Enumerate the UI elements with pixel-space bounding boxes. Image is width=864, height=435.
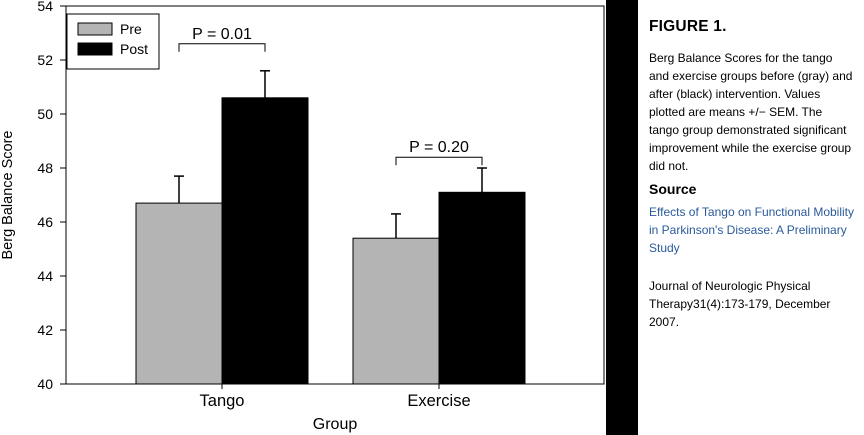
bar-pre-exercise [352,237,440,385]
y-tick-label: 54 [37,0,53,14]
chart-area: 40 42 44 46 48 50 52 54 Berg Balance Score Group T… [0,0,606,435]
bar-post-tango [221,97,309,385]
y-tick-label: 50 [37,106,53,122]
y-tick-label: 42 [37,322,53,338]
y-tick-label: 40 [37,376,53,392]
caption-panel: FIGURE 1. Berg Balance Scores for the ta… [638,0,864,435]
bar-pre-tango [135,202,223,385]
y-tick-label: 44 [37,268,53,284]
legend-swatch-post [77,42,113,56]
y-tick-label: 52 [37,52,53,68]
significance-bracket [395,156,483,166]
y-axis-label: Berg Balance Score [0,131,16,260]
source-article-link[interactable]: Effects of Tango on Functional Mobility … [649,205,855,255]
figure-description: Berg Balance Scores for the tango and ex… [649,51,853,173]
panel-divider [606,0,638,435]
significance-bracket [178,43,266,52]
p-value-label: P = 0.20 [409,139,469,156]
p-value-label: P = 0.01 [192,26,252,43]
figure-title: FIGURE 1. [649,18,727,35]
y-tick-label: 46 [37,214,53,230]
y-tick-label: 48 [37,160,53,176]
x-tick-label-exercise: Exercise [407,392,470,410]
plot-frame [65,5,605,385]
bar-chart: 40 42 44 46 48 50 52 54 Berg Balance Score Group T… [0,0,605,433]
x-axis-label: Group [313,416,358,433]
source-heading: Source [649,181,697,197]
legend-label-pre: Pre [120,21,142,37]
bar-post-exercise [438,191,526,385]
x-tick-label-tango: Tango [200,392,245,410]
legend-swatch-pre [77,22,113,36]
journal-citation: Journal of Neurologic Physical Therapy31… [649,279,831,329]
legend-label-post: Post [120,41,148,57]
